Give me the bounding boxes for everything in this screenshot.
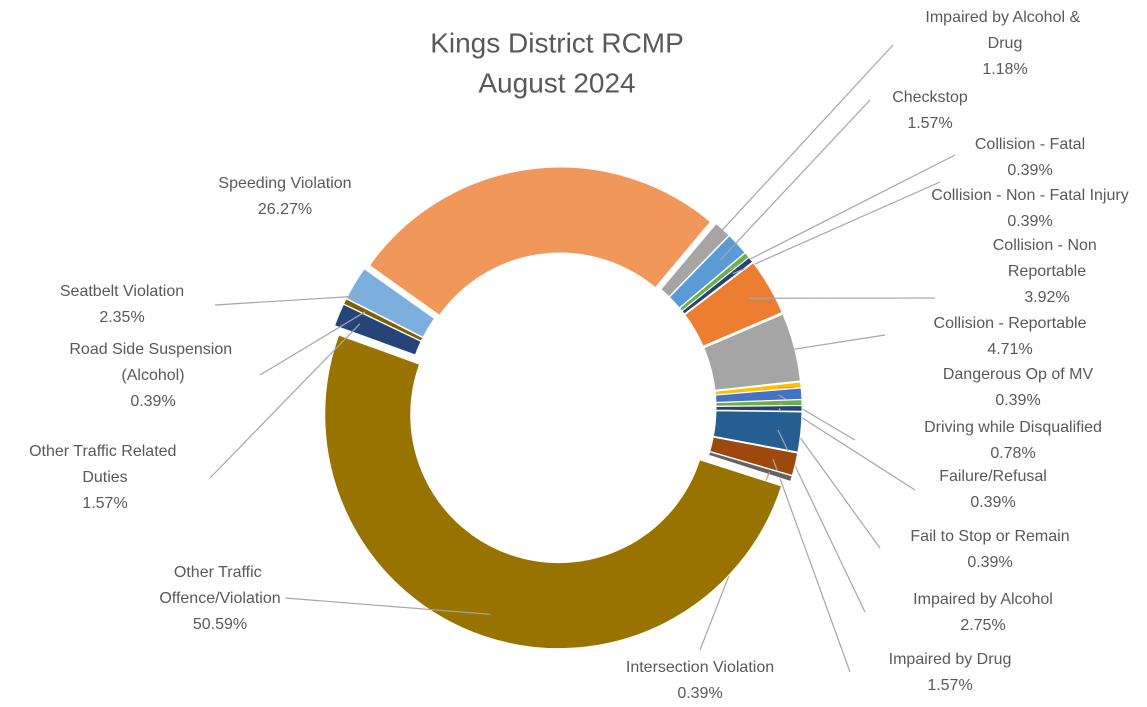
data-label-value: 2.75%: [960, 617, 1005, 634]
data-label-name: Impaired by Drug: [889, 651, 1012, 668]
data-label-value: 4.71%: [987, 341, 1032, 358]
data-label-value: 0.39%: [967, 554, 1012, 571]
data-label-name: Checkstop: [892, 89, 968, 106]
leader-line: [706, 44, 894, 247]
leader-line: [772, 458, 851, 673]
data-label-value: 3.92%: [1024, 289, 1069, 306]
donut-slice: [708, 451, 793, 483]
data-label-value: 50.59%: [193, 616, 247, 633]
data-label-name: Seatbelt Violation: [60, 283, 184, 300]
data-label-value: 1.57%: [82, 495, 127, 512]
data-label-name: Fail to Stop or Remain: [910, 528, 1069, 545]
leader-line: [732, 181, 941, 275]
data-label-value: 1.57%: [907, 115, 952, 132]
leader-line: [720, 99, 871, 260]
data-label-value: 2.35%: [99, 309, 144, 326]
data-label-value: 0.39%: [130, 393, 175, 410]
leader-line: [777, 386, 796, 389]
data-label-name: Collision - Non - Fatal Injury: [931, 187, 1128, 204]
donut-slice: [712, 410, 803, 453]
data-label-value: 1.57%: [927, 677, 972, 694]
data-label-value: 0.39%: [1007, 162, 1052, 179]
data-label-value: 0.78%: [990, 445, 1035, 462]
donut-slice: [324, 334, 783, 650]
donut-slice: [345, 268, 436, 338]
chart-title: Kings District RCMP: [430, 27, 684, 58]
data-label-name: Collision - Reportable: [934, 315, 1087, 332]
data-label-name: Other Traffic Offence/Violation: [159, 564, 280, 607]
data-label-name: Collision - Non Reportable: [993, 237, 1101, 280]
data-label-name: Other Traffic Related Duties: [29, 443, 181, 486]
data-label-name: Impaired by Alcohol: [913, 591, 1053, 608]
data-label-name: Impaired by Alcohol & Drug: [925, 9, 1084, 52]
leader-line: [259, 311, 366, 376]
data-label-value: 26.27%: [258, 201, 312, 218]
donut-slice: [368, 166, 712, 316]
data-label-value: 0.39%: [995, 392, 1040, 409]
donut-slice: [703, 313, 801, 391]
data-label-value: 0.39%: [677, 685, 722, 702]
data-label-value: 0.39%: [1007, 213, 1052, 230]
data-label-name: Dangerous Op of MV: [943, 366, 1094, 383]
data-label-name: Speeding Violation: [218, 175, 351, 192]
donut-slice: [715, 405, 803, 412]
chart-subtitle: August 2024: [478, 67, 635, 98]
donut-slice: [684, 262, 783, 347]
leader-line: [209, 323, 361, 479]
leader-line: [729, 154, 956, 271]
data-label-name: Road Side Suspension (Alcohol): [69, 341, 236, 384]
leader-line: [284, 597, 491, 615]
data-label-name: Driving while Disqualified: [924, 419, 1102, 436]
data-label-value: 0.39%: [970, 494, 1015, 511]
donut-slice: [681, 256, 754, 315]
donut-slice: [342, 298, 424, 342]
leader-line: [771, 334, 886, 354]
data-label-name: Intersection Violation: [626, 659, 774, 676]
leader-line: [214, 294, 375, 306]
data-label-name: Collision - Fatal: [975, 136, 1085, 153]
data-label-value: 1.18%: [982, 61, 1027, 78]
data-label-name: Failure/Refusal: [939, 468, 1047, 485]
